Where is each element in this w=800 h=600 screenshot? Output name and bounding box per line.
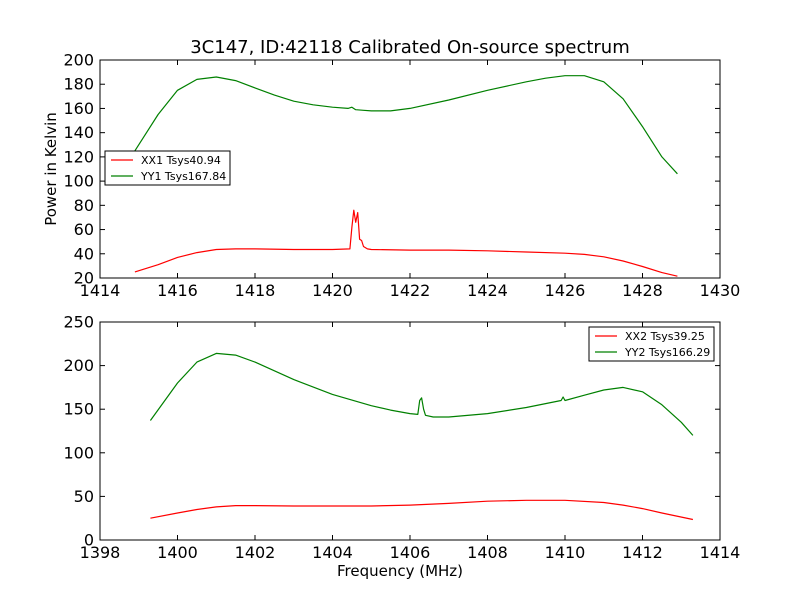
x-axis-label: Frequency (MHz) [337,562,463,580]
y-tick-label: 0 [84,531,94,550]
y-tick-label: 160 [63,99,94,118]
y-tick-label: 20 [74,269,94,288]
x-tick-label: 1428 [622,281,663,300]
y-tick-label: 100 [63,172,94,191]
x-tick-label: 1406 [390,543,431,562]
legend: XX1 Tsys40.94 YY1 Tsys167.84 [104,150,231,186]
y-tick-label: 150 [63,400,94,419]
legend-entry: YY2 Tsys166.29 [624,346,710,359]
x-tick-label: 1410 [545,543,586,562]
series-line-xx1 [134,209,678,277]
y-tick-label: 100 [63,443,94,462]
legend-entry: YY1 Tsys167.84 [140,170,226,183]
x-tick-label: 1414 [80,281,121,300]
series-line-yy1 [134,75,678,175]
legend: XX2 Tsys39.25 YY2 Tsys166.29 [588,326,715,362]
y-tick-label: 140 [63,123,94,142]
x-tick-label: 1426 [545,281,586,300]
legend-entry: XX1 Tsys40.94 [141,154,221,167]
y-tick-label: 250 [63,313,94,332]
x-tick-label: 1404 [312,543,353,562]
y-tick-label: 180 [63,75,94,94]
series-line-yy2 [149,352,694,436]
y-tick-label: 200 [63,356,94,375]
y-tick-label: 200 [63,51,94,70]
legend-entry: XX2 Tsys39.25 [625,330,705,343]
x-tick-label: 1412 [622,543,663,562]
y-axis-label: Power in Kelvin [42,112,60,226]
x-tick-label: 1402 [235,543,276,562]
x-tick-label: 1420 [312,281,353,300]
x-tick-label: 1408 [467,543,508,562]
y-tick-label: 120 [63,147,94,166]
figure-title: 3C147, ID:42118 Calibrated On-source spe… [190,37,630,58]
y-tick-label: 40 [74,244,94,263]
legend-box [104,150,231,186]
series-line-xx2 [150,499,694,521]
x-tick-label: 1400 [157,543,198,562]
top-subplot: 1414 1416 1418 1420 1422 1424 1426 1428 1430 20 40… [42,51,740,301]
bottom-subplot: 1398 1400 1402 1404 1406 1408 1410 1412 1414 0 50 1… [63,313,740,581]
x-tick-label: 1414 [700,543,741,562]
x-tick-label: 1418 [235,281,276,300]
y-tick-label: 60 [74,220,94,239]
x-tick-label: 1422 [390,281,431,300]
x-tick-label: 1416 [157,281,198,300]
legend-box [588,326,715,362]
x-tick-label: 1430 [700,281,741,300]
y-tick-label: 80 [74,196,94,215]
y-tick-label: 50 [74,487,94,506]
x-tick-label: 1398 [80,543,121,562]
x-tick-label: 1424 [467,281,508,300]
